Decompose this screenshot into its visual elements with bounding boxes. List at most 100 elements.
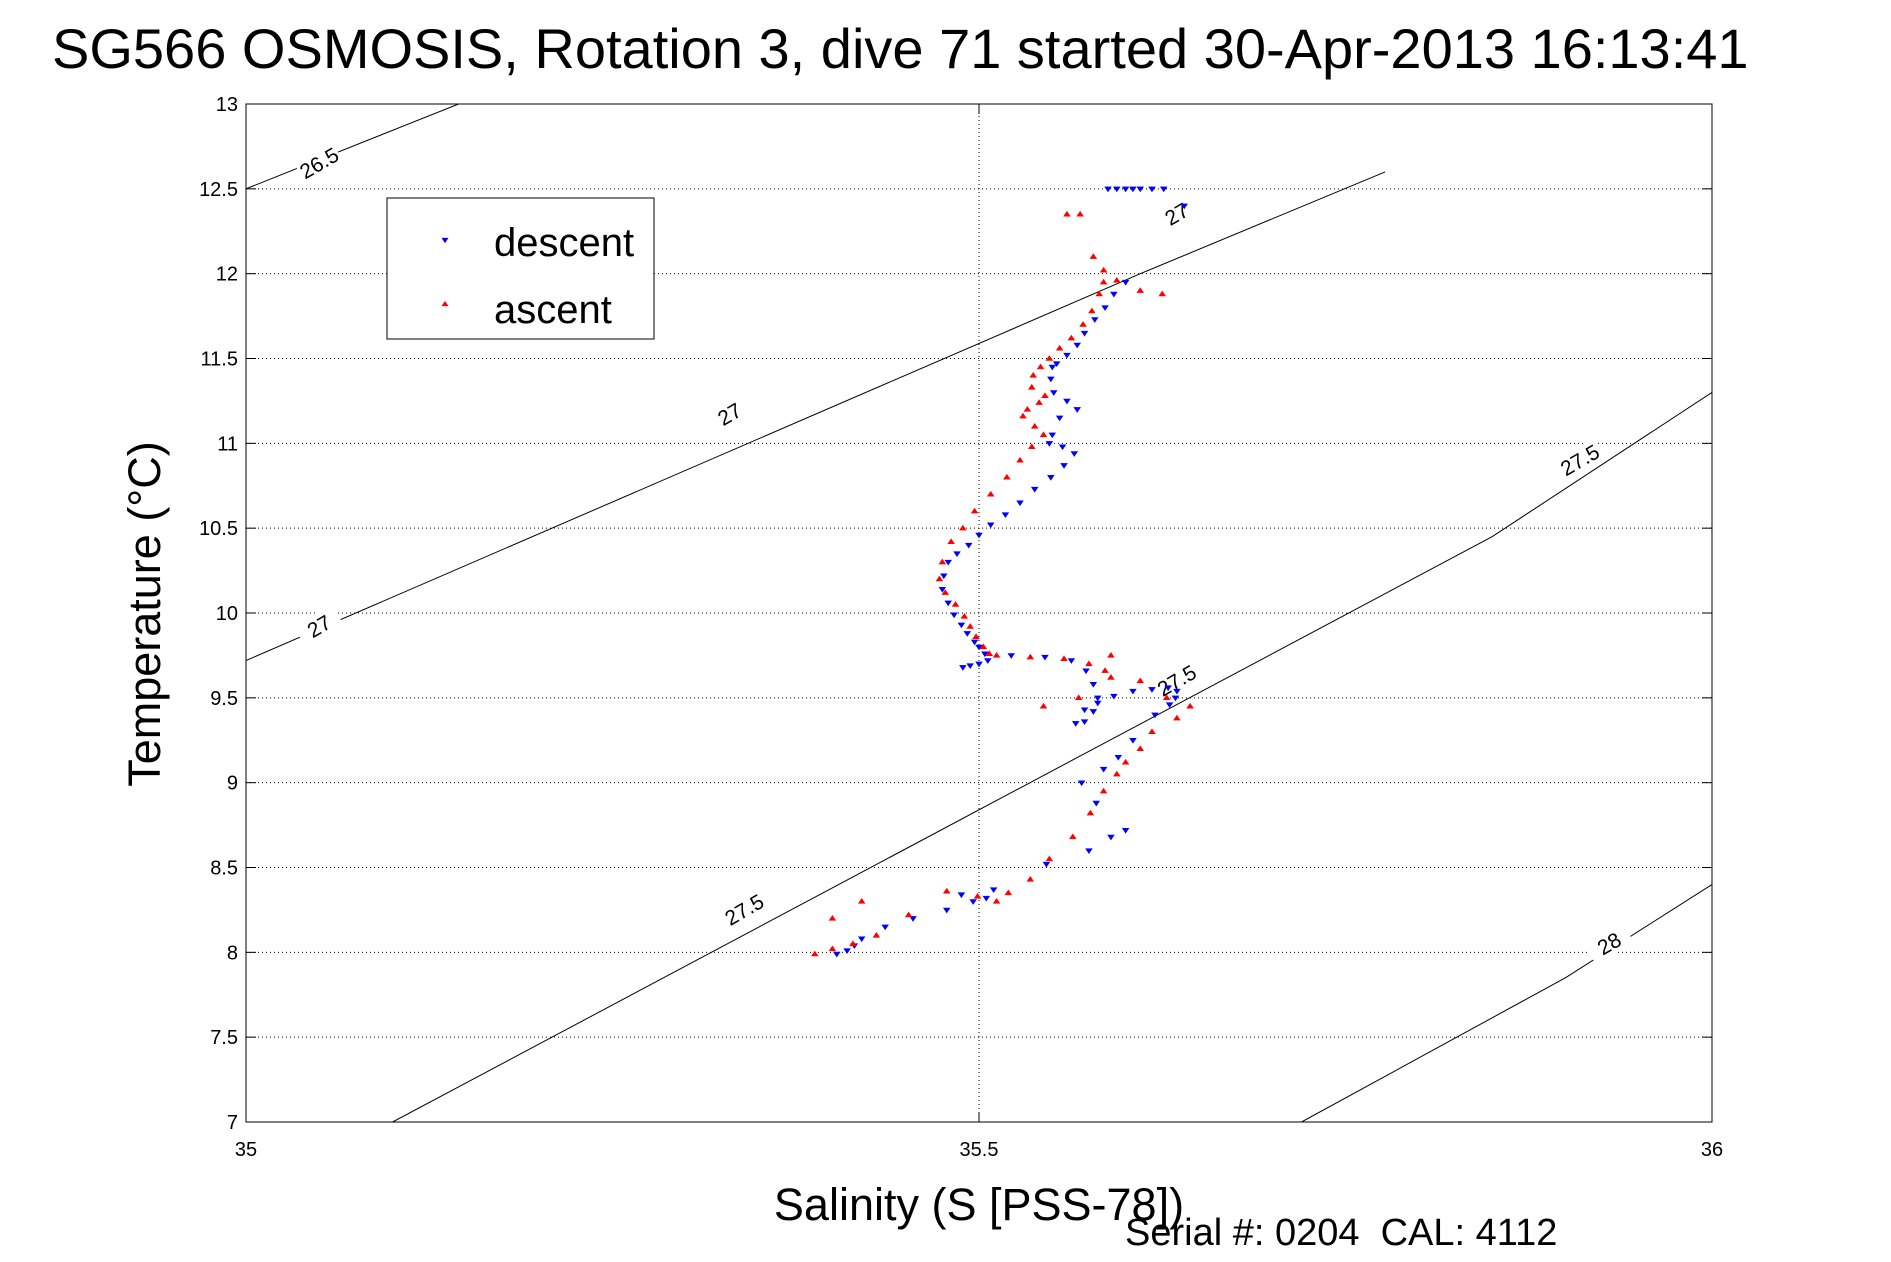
ascent-point [947,538,955,544]
data-series [811,186,1194,958]
ascent-point [1158,290,1167,297]
descent-point [982,895,991,902]
ascent-point [1136,745,1145,751]
descent-point [1080,719,1089,726]
descent-point [970,639,979,646]
descent-point [1159,186,1168,193]
descent-point [1121,186,1130,193]
descent-point [1089,682,1098,688]
descent-point [1073,407,1081,413]
descent-point [1104,186,1112,193]
descent-point [975,644,983,651]
descent-point [1110,693,1118,700]
contour-label-bg [704,392,755,436]
ascent-point [1173,714,1181,721]
ascent-point [811,950,819,957]
descent-point [1030,486,1039,493]
descent-point [989,887,998,893]
y-tick-label: 8 [227,942,238,964]
ascent-point [938,558,947,565]
ascent-point [1074,694,1083,701]
ascent-point [941,589,950,595]
ascent-point [872,931,881,938]
ascent-point [979,643,988,650]
ascent-point [986,490,995,497]
descent-point [1148,186,1156,193]
ascent-point [1016,456,1024,463]
x-axis-label: Salinity (S [PSS-78]) [774,1179,1184,1230]
ascent-point [1089,253,1098,259]
ascent-point [966,623,974,629]
ascent-point [1063,210,1071,217]
descent-point [1063,352,1071,359]
chart-title: SG566 OSMOSIS, Rotation 3, dive 71 start… [52,17,1749,80]
descent-point [1082,668,1090,675]
ascent-point [1085,660,1093,667]
descent-point [1080,707,1089,714]
descent-point [942,907,951,914]
ascent-point [1045,355,1054,361]
descent-point [1113,186,1121,193]
descent-point [1110,291,1118,298]
descent-point [1092,800,1101,807]
descent-point [938,587,947,593]
ascent-point [959,524,967,531]
descent-point [1129,688,1137,695]
descent-point [1052,361,1061,368]
contour-line-3 [1301,884,1712,1122]
y-tick-label: 10 [216,603,238,625]
ascent-point [1113,277,1121,283]
descent-point [1085,848,1093,854]
ascent-point [1162,694,1171,701]
descent-point [1016,500,1024,507]
ascent-point [1107,651,1115,658]
ascent-point [1099,787,1108,794]
descent-point [1073,342,1081,349]
descent-point [1063,398,1071,405]
descent-point [944,559,952,566]
descent-point [1047,475,1055,481]
x-tick-label: 35.5 [960,1139,999,1161]
ascent-point [857,898,866,904]
y-tick-label: 7.5 [210,1027,238,1049]
descent-point [1055,415,1064,422]
ascent-point [1039,431,1048,438]
ascent-point [1076,210,1084,217]
ascent-point [1055,344,1064,351]
ascent-point [1121,758,1130,765]
ascent-point [960,612,969,619]
ascent-point [1036,363,1045,370]
grid-lines [246,104,1712,1122]
x-tick-label: 36 [1701,1139,1723,1161]
ascent-point [1029,372,1038,378]
descent-point [843,948,851,955]
ascent-point [828,945,837,952]
ascent-point [1045,855,1054,862]
descent-point [1093,700,1102,707]
contour-label-bg [1151,192,1202,235]
ascent-point [1035,399,1043,405]
ascent-point [1136,677,1145,684]
ascent-point [992,898,1001,904]
descent-point [1121,827,1130,834]
descent-point [1173,688,1181,695]
ascent-point [1003,473,1011,480]
ascent-point [985,650,994,656]
contour-label-bg [718,887,769,931]
contour-line-2 [392,391,1712,1122]
series-descent [833,186,1189,958]
y-tick-label: 13 [216,94,238,116]
descent-point [959,665,967,671]
ascent-point [828,914,837,921]
descent-point [1099,766,1108,773]
legend: descent ascent [386,197,655,340]
ascent-point [942,887,951,894]
ascent-point [1099,266,1108,273]
y-tick-label: 10.5 [199,518,238,540]
ascent-point [1023,405,1032,412]
legend-marker-descent [441,237,449,244]
descent-point [1041,654,1049,661]
descent-point [1121,279,1130,286]
descent-point [881,924,889,931]
legend-label-ascent: ascent [494,288,612,332]
